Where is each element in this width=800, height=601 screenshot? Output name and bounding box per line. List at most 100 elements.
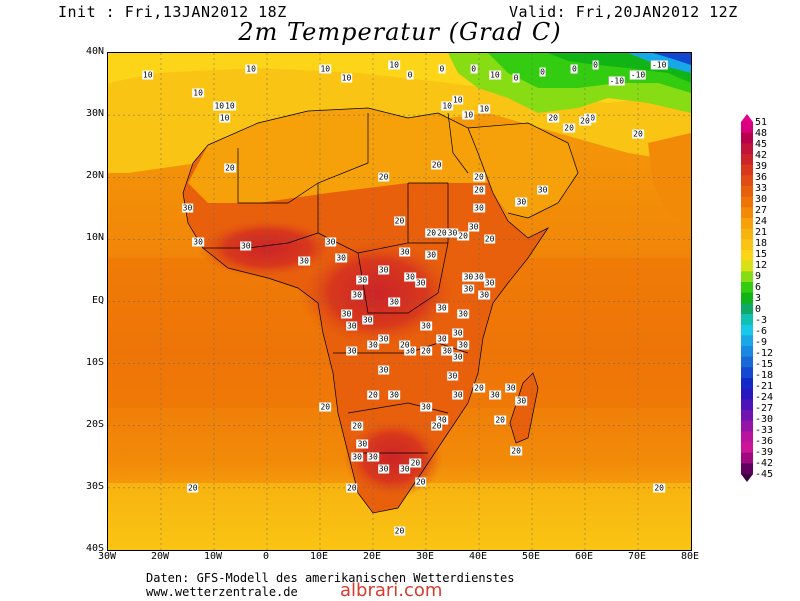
- temperature-value-label: 30: [388, 297, 401, 306]
- temperature-value-label: 30: [457, 309, 469, 319]
- temperature-value-label: 20: [319, 402, 332, 412]
- lat-tick-label: 40S: [85, 543, 104, 554]
- temperature-value-label: 0: [570, 64, 578, 74]
- temperature-value-label: 30: [473, 272, 485, 282]
- color-scale-label: 21: [755, 227, 768, 238]
- temperature-value-label: 20: [436, 228, 448, 238]
- temperature-value-label: 20: [186, 483, 199, 493]
- lon-tick-label: 30E: [415, 551, 435, 562]
- temperature-value-label: 30: [377, 365, 390, 375]
- temperature-value-label: 20: [632, 129, 644, 139]
- color-scale-swatch: [741, 378, 753, 390]
- temperature-value-label: 10: [340, 73, 353, 83]
- temperature-value-label: 10: [218, 113, 231, 123]
- temperature-value-label: 20: [494, 415, 507, 425]
- temperature-value-label: 10: [213, 101, 226, 111]
- color-scale-label: -3: [755, 315, 768, 326]
- color-scale-label: 33: [755, 183, 768, 194]
- color-scale-swatch: [741, 132, 753, 144]
- temperature-value-label: 20: [579, 116, 591, 126]
- temperature-value-label: 10: [224, 101, 236, 111]
- color-scale-swatch: [741, 346, 753, 358]
- temperature-value-label: 20: [547, 113, 560, 123]
- color-scale-label: 42: [755, 150, 768, 161]
- temperature-value-label: 10: [388, 60, 401, 70]
- color-scale-label: -39: [755, 447, 774, 458]
- color-scale-label: -27: [755, 403, 774, 414]
- lon-tick-label: 40E: [468, 551, 488, 562]
- color-scale-label: 3: [755, 293, 762, 304]
- color-scale-swatch: [741, 303, 753, 315]
- color-scale-swatch: [741, 452, 753, 464]
- temperature-value-label: 30: [361, 315, 374, 325]
- temperature-map: 10 10 10 10 10 10 10 10 10 0 0 0 10 0 0 0 0 -10 -10 -10 10 10…: [107, 52, 692, 551]
- temperature-value-label: 30: [451, 390, 464, 400]
- color-scale-swatch: [741, 292, 753, 304]
- temperature-value-label: 30: [181, 203, 194, 213]
- color-scale-swatch: [741, 399, 753, 411]
- lon-tick-label: 30W: [97, 551, 117, 562]
- temperature-value-label: 30: [324, 237, 337, 247]
- temperature-value-label: 30: [340, 309, 353, 319]
- website-credit[interactable]: www.wetterzentrale.de: [146, 585, 298, 599]
- lon-tick-label: 50E: [521, 551, 541, 562]
- lat-tick-label: 30N: [85, 108, 104, 120]
- temperature-value-label: 30: [536, 185, 549, 195]
- lon-tick-label: 10W: [203, 551, 223, 562]
- temperature-value-label: 10: [489, 70, 501, 80]
- temperature-value-label: 10: [462, 110, 475, 120]
- temperature-value-label: 30: [345, 321, 358, 331]
- temperature-value-label: 30: [489, 390, 501, 400]
- watermark-albrari: albrari.com: [340, 580, 443, 601]
- valid-time-label: Valid: Fri,20JAN2012 12Z: [509, 3, 738, 21]
- temperature-value-label: 30: [356, 439, 369, 449]
- color-scale-svg: [741, 114, 753, 482]
- color-scale-label: 0: [755, 304, 762, 315]
- temperature-value-label: 30: [446, 228, 459, 238]
- color-scale-swatch: [741, 164, 753, 176]
- temperature-value-label: 20: [425, 228, 438, 238]
- temperature-value-label: 30: [420, 321, 432, 331]
- color-scale-label: 39: [755, 161, 768, 172]
- temperature-value-label: 30: [473, 203, 485, 213]
- temperature-value-label: 30: [404, 346, 416, 356]
- color-scale-swatch: [741, 314, 753, 326]
- color-scale-label: -18: [755, 370, 774, 381]
- color-scale-swatch: [741, 228, 753, 240]
- temperature-value-label: 20: [377, 172, 390, 182]
- temperature-value-label: 30: [398, 464, 411, 474]
- temperature-value-label: 10: [192, 88, 204, 98]
- temperature-value-label: 20: [473, 172, 485, 182]
- color-scale-swatch: [741, 324, 753, 336]
- color-scale-label: 48: [755, 128, 768, 139]
- color-scale-label: -15: [755, 359, 774, 370]
- color-scale-swatch: [741, 186, 753, 198]
- color-scale-label: -30: [755, 414, 774, 425]
- temperature-value-label: 30: [436, 415, 448, 425]
- color-scale-swatch: [741, 420, 753, 432]
- temperature-value-label: 20: [414, 477, 427, 487]
- color-scale-label: -24: [755, 392, 774, 403]
- temperature-value-label: 20: [563, 123, 575, 133]
- temperature-value-label: 20: [224, 163, 236, 173]
- temperature-value-label: 20: [393, 216, 406, 226]
- temperature-value-label: 30: [356, 275, 369, 285]
- temperature-value-label: 30: [335, 253, 348, 263]
- temperature-value-label: 10: [441, 101, 454, 111]
- temperature-value-label: 10: [451, 95, 464, 105]
- temperature-value-label: -10: [629, 70, 647, 80]
- color-scale-label: -36: [755, 436, 774, 447]
- color-scale-top-arrow: [741, 114, 753, 122]
- temperature-value-label: 30: [404, 272, 416, 282]
- temperature-value-label: -10: [650, 60, 668, 70]
- lon-tick-label: 80E: [680, 551, 700, 562]
- color-scale-bar: [741, 114, 753, 482]
- temperature-value-label: 30: [425, 250, 438, 260]
- color-scale-swatch: [741, 356, 753, 368]
- temperature-value-label: 30: [436, 334, 448, 344]
- lat-tick-label: 30S: [85, 480, 104, 492]
- temperature-value-label: 30: [351, 290, 363, 300]
- color-scale-swatch: [741, 260, 753, 272]
- temperature-value-label: 30: [239, 241, 252, 251]
- temperature-value-label: 20: [430, 160, 443, 170]
